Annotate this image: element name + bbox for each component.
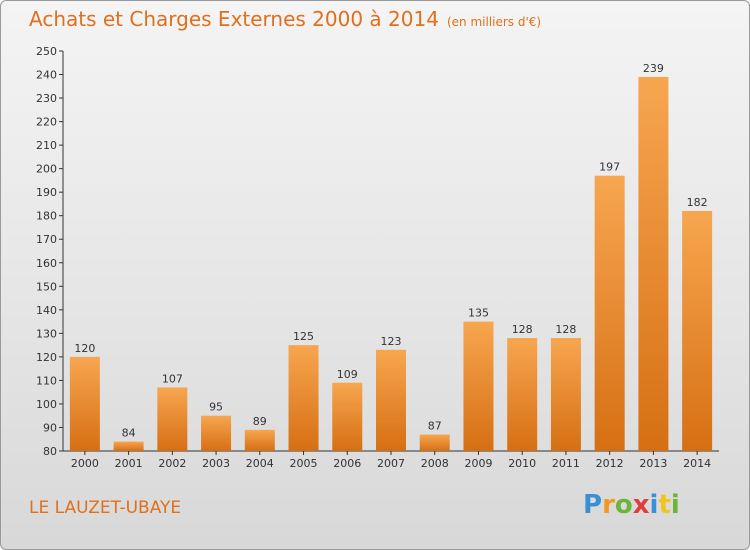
x-tick-label: 2011 [552, 457, 580, 470]
x-tick-label: 2002 [158, 457, 186, 470]
y-tick-label: 240 [36, 69, 57, 82]
bar [201, 415, 232, 451]
bar-value-label: 120 [74, 342, 95, 355]
bar-value-label: 123 [381, 335, 402, 348]
x-tick-label: 2005 [290, 457, 318, 470]
bar-value-label: 95 [209, 401, 223, 414]
y-tick-label: 180 [36, 210, 57, 223]
logo-letter: r [602, 490, 615, 520]
x-tick-label: 2003 [202, 457, 230, 470]
bar-value-label: 107 [162, 372, 183, 385]
y-tick-label: 90 [43, 421, 57, 434]
y-tick-label: 110 [36, 374, 57, 387]
logo-letter: t [658, 490, 671, 520]
y-tick-label: 190 [36, 186, 57, 199]
logo-letter: i [670, 490, 680, 520]
place-name: LE LAUZET-UBAYE [29, 498, 182, 518]
bar-value-label: 135 [468, 307, 489, 320]
bar [638, 76, 669, 451]
x-tick-label: 2008 [421, 457, 449, 470]
x-tick-label: 2009 [464, 457, 492, 470]
chart-title-text: Achats et Charges Externes 2000 à 2014 [29, 7, 439, 31]
bar [594, 175, 625, 452]
bar-value-label: 128 [512, 323, 533, 336]
y-tick-label: 150 [36, 280, 57, 293]
bar [244, 429, 275, 451]
chart-unit: (en milliers d'€) [446, 15, 542, 29]
bar-value-label: 87 [428, 420, 442, 433]
x-tick-label: 2001 [115, 457, 143, 470]
y-tick-label: 140 [36, 304, 57, 317]
x-tick-label: 2007 [377, 457, 405, 470]
bar-value-label: 125 [293, 330, 314, 343]
x-tick-label: 2013 [639, 457, 667, 470]
bar-value-label: 89 [253, 415, 267, 428]
y-tick-label: 130 [36, 327, 57, 340]
bar [550, 338, 581, 451]
y-tick-label: 120 [36, 351, 57, 364]
y-tick-label: 200 [36, 163, 57, 176]
bar [682, 211, 713, 451]
x-tick-label: 2014 [683, 457, 711, 470]
bar [463, 321, 494, 451]
y-tick-label: 210 [36, 139, 57, 152]
bar [157, 387, 188, 451]
y-tick-label: 220 [36, 116, 57, 129]
bar [419, 434, 450, 451]
x-tick-label: 2006 [333, 457, 361, 470]
logo-letter: i [649, 490, 659, 520]
bar-value-label: 109 [337, 368, 358, 381]
bar [507, 338, 538, 451]
logo-letter: x [632, 490, 650, 520]
bar-value-label: 239 [643, 62, 664, 75]
bar [113, 441, 144, 451]
logo-letter: P [583, 490, 603, 520]
y-tick-label: 100 [36, 398, 57, 411]
bar [376, 349, 406, 451]
bar [69, 356, 100, 451]
y-tick-label: 230 [36, 92, 57, 105]
bar-value-label: 84 [122, 427, 136, 440]
x-tick-label: 2010 [508, 457, 536, 470]
proxiti-logo: Proxiti [583, 490, 680, 520]
bar-value-label: 197 [599, 161, 620, 174]
bar [332, 382, 363, 451]
y-tick-label: 80 [43, 445, 57, 458]
chart-title: Achats et Charges Externes 2000 à 2014 (e… [29, 7, 541, 31]
y-tick-label: 170 [36, 233, 57, 246]
bar-value-label: 182 [687, 196, 708, 209]
logo-letter: o [614, 490, 633, 520]
x-tick-label: 2004 [246, 457, 274, 470]
y-tick-label: 250 [36, 45, 57, 58]
bar [288, 345, 319, 451]
bar-value-label: 128 [555, 323, 576, 336]
x-tick-label: 2000 [71, 457, 99, 470]
y-tick-label: 160 [36, 257, 57, 270]
x-tick-label: 2012 [596, 457, 624, 470]
